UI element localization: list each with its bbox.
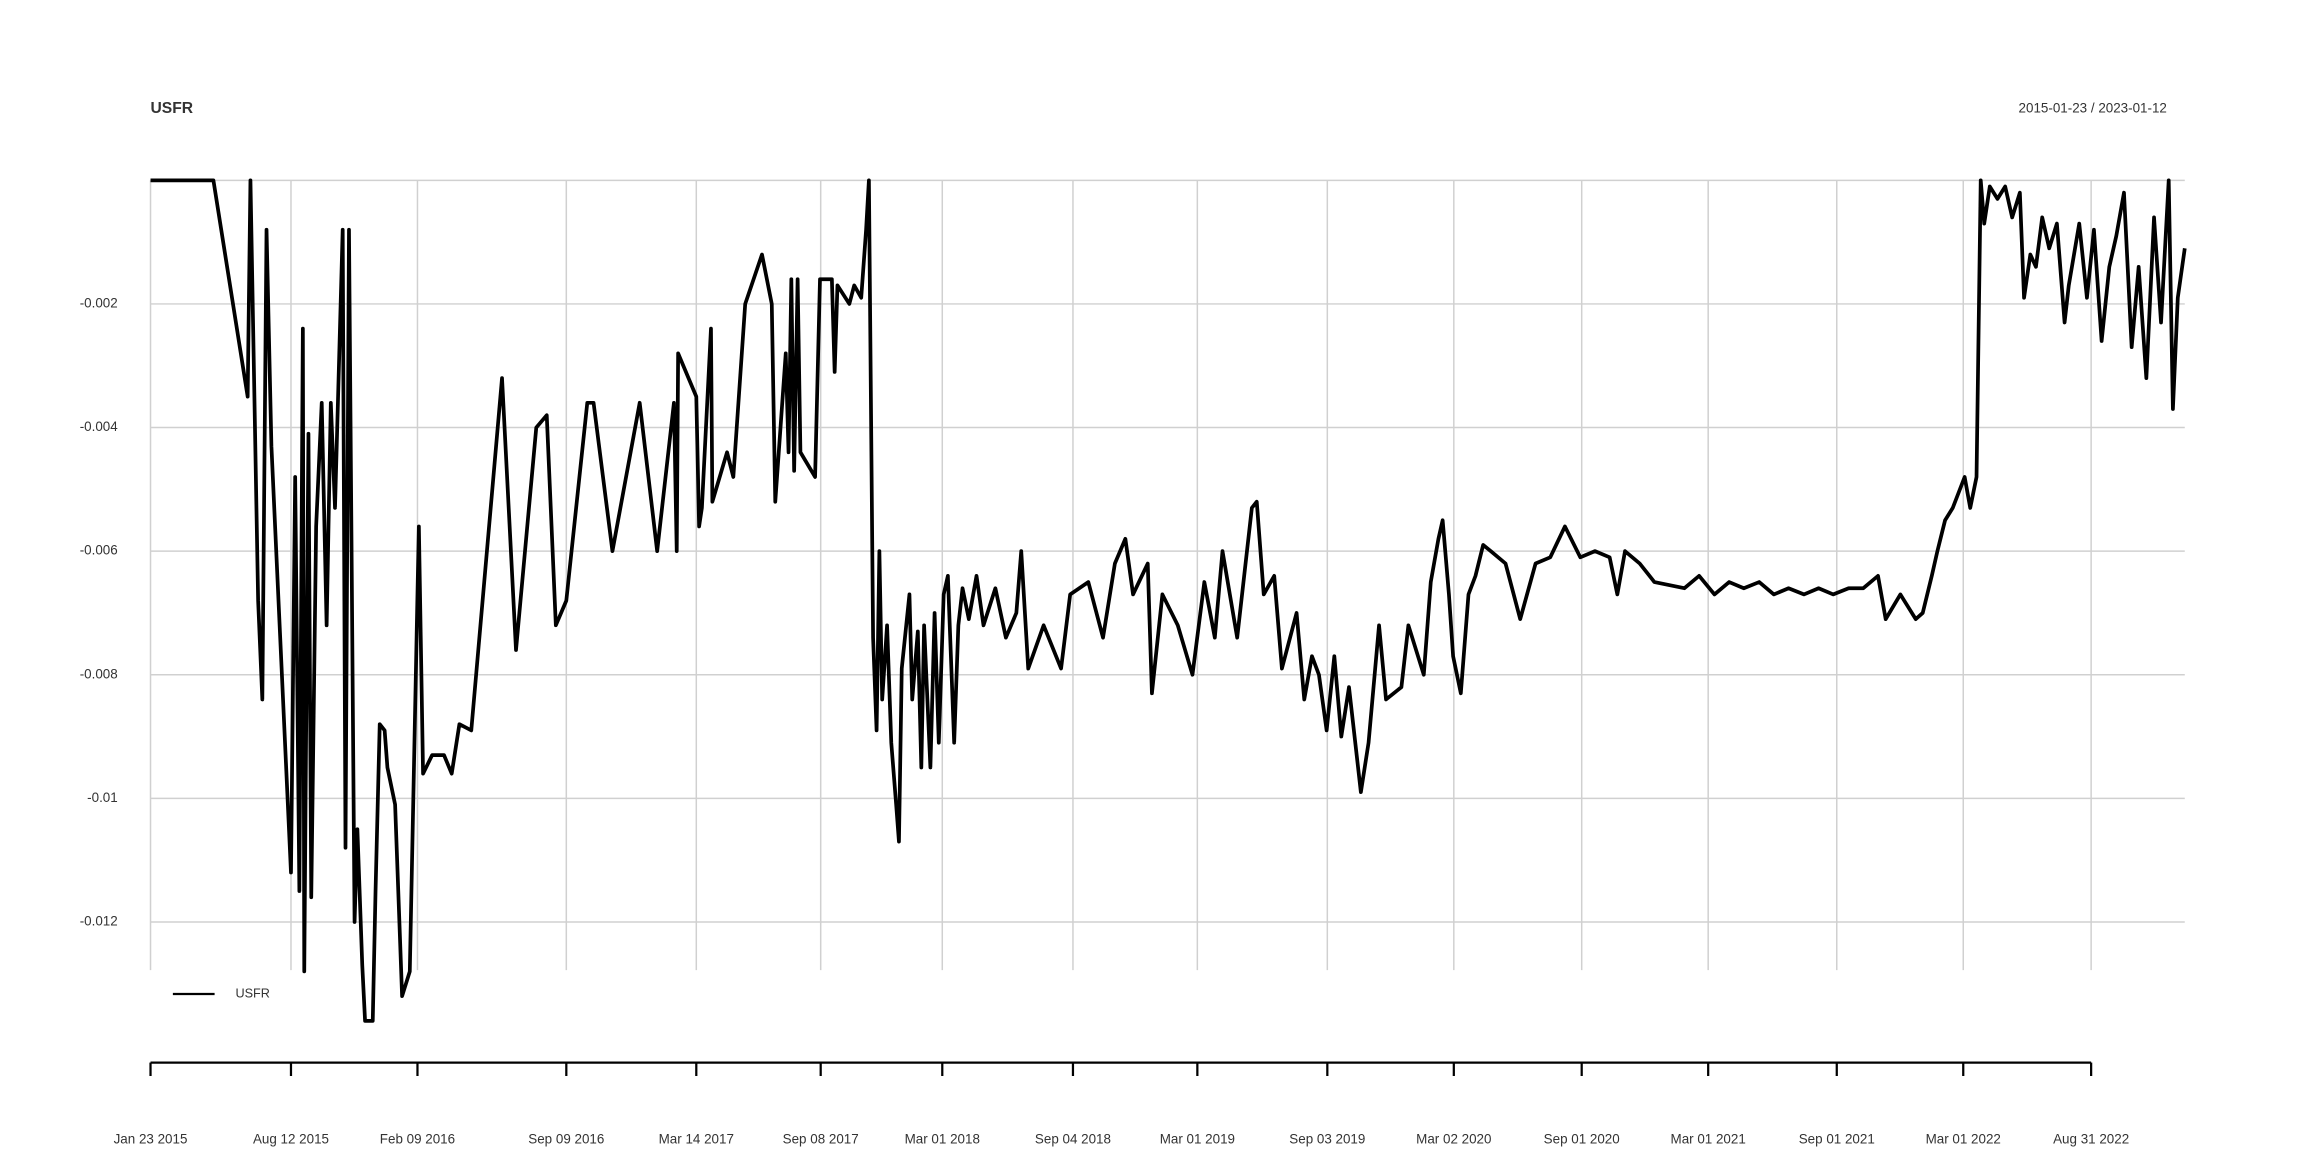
x-tick-label: Feb 09 2016 [380,1132,455,1147]
x-tick-label: Mar 01 2021 [1671,1132,1746,1147]
x-tick-label: Aug 12 2015 [253,1132,329,1147]
x-tick-label: Mar 14 2017 [659,1132,734,1147]
x-tick-label: Jan 23 2015 [114,1132,188,1147]
x-tick-label: Mar 01 2018 [905,1132,980,1147]
y-tick-label: -0.012 [80,914,118,929]
x-tick-label: Aug 31 2022 [2053,1132,2129,1147]
x-tick-label: Sep 09 2016 [528,1132,604,1147]
x-tick-label: Sep 01 2020 [1544,1132,1620,1147]
y-tick-label: -0.008 [80,666,118,681]
data-line [150,178,2187,1023]
x-tick-label: Sep 01 2021 [1799,1132,1875,1147]
date-range: 2015-01-23 / 2023-01-12 [2019,100,2167,115]
x-tick-label: Sep 03 2019 [1289,1132,1365,1147]
y-tick-label: -0.002 [80,295,118,310]
chart-title: USFR [151,100,194,117]
x-tick-label: Mar 02 2020 [1416,1132,1491,1147]
x-tick-label: Mar 01 2019 [1160,1132,1235,1147]
x-tick-label: Mar 01 2022 [1926,1132,2001,1147]
x-tick-label: Sep 04 2018 [1035,1132,1111,1147]
x-tick-label: Sep 08 2017 [783,1132,859,1147]
y-tick-label: -0.006 [80,543,118,558]
y-tick-label: -0.004 [80,419,119,434]
y-tick-label: -0.01 [87,790,118,805]
legend-label: USFR [235,986,269,1000]
